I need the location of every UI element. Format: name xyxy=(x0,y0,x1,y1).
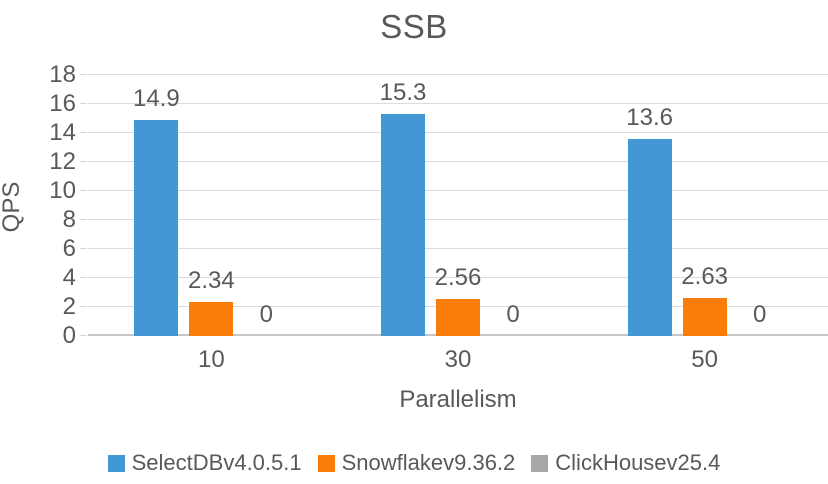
value-label: 0 xyxy=(752,301,767,328)
gridline xyxy=(88,277,828,278)
value-label: 2.56 xyxy=(434,263,482,291)
bar-Snowflakev9.36.2 xyxy=(189,302,234,336)
y-tick-mark xyxy=(80,74,87,75)
legend-item: Snowflakev9.36.2 xyxy=(317,450,516,476)
gridline xyxy=(88,74,828,75)
y-tick-label: 6 xyxy=(62,235,76,262)
y-tick-mark xyxy=(80,132,87,133)
y-tick-mark xyxy=(80,277,87,278)
value-label: 15.3 xyxy=(379,79,427,107)
y-tick-label: 2 xyxy=(62,293,76,320)
legend-swatch-icon xyxy=(531,454,549,472)
y-tick-mark xyxy=(80,219,87,220)
y-tick-mark xyxy=(80,190,87,191)
chart-title: SSB xyxy=(380,8,448,45)
value-label: 0 xyxy=(506,301,520,328)
y-tick-label: 0 xyxy=(62,322,76,349)
y-tick-mark xyxy=(80,306,87,307)
x-tick-label: 50 xyxy=(691,346,718,373)
y-tick-label: 8 xyxy=(62,206,76,233)
gridline xyxy=(88,161,828,162)
y-tick-labels: 0 2 4 6 8 10 12 14 16 18 xyxy=(0,63,76,348)
y-tick-label: 12 xyxy=(49,148,76,175)
gridline xyxy=(88,132,828,133)
bar-SelectDBv4.0.5.1 xyxy=(134,119,179,336)
x-axis-title: Parallelism xyxy=(399,386,517,413)
legend-label: SelectDBv4.0.5.1 xyxy=(131,450,302,475)
y-tick-label: 16 xyxy=(49,90,76,117)
bar-SelectDBv4.0.5.1 xyxy=(627,138,672,336)
y-tick-mark xyxy=(80,335,87,336)
legend-label: Snowflakev9.36.2 xyxy=(341,450,516,475)
bar-SelectDBv4.0.5.1 xyxy=(381,114,425,336)
legend-label: ClickHousev25.4 xyxy=(555,450,721,475)
gridline xyxy=(88,219,828,220)
y-tick-label: 18 xyxy=(49,61,76,88)
y-tick-mark xyxy=(80,161,87,162)
value-label: 2.34 xyxy=(187,267,235,295)
plot-area: 14.9 2.34 0 15.3 2.56 0 13.6 2.63 0 xyxy=(88,74,828,336)
y-tick-label: 4 xyxy=(62,264,76,291)
gridline xyxy=(88,190,828,191)
y-tick-marks xyxy=(80,74,87,336)
legend-item: SelectDBv4.0.5.1 xyxy=(107,450,302,476)
x-tick-label: 10 xyxy=(197,346,225,373)
x-tick-label: 30 xyxy=(444,346,472,373)
value-label: 14.9 xyxy=(132,84,180,112)
bar-Snowflakev9.36.2 xyxy=(682,297,727,336)
value-label: 2.63 xyxy=(681,262,729,290)
y-tick-mark xyxy=(80,248,87,249)
legend: SelectDBv4.0.5.1 Snowflakev9.36.2 ClickHou… xyxy=(0,450,828,476)
y-tick-mark xyxy=(80,103,87,104)
legend-swatch-icon xyxy=(317,454,335,472)
y-tick-label: 10 xyxy=(49,177,76,204)
y-tick-label: 14 xyxy=(49,119,76,146)
value-label: 13.6 xyxy=(626,103,674,131)
gridline xyxy=(88,248,828,249)
legend-swatch-icon xyxy=(107,454,125,472)
gridline xyxy=(88,103,828,104)
bar-Snowflakev9.36.2 xyxy=(436,298,480,336)
legend-item: ClickHousev25.4 xyxy=(531,450,720,476)
value-label: 0 xyxy=(259,301,273,328)
